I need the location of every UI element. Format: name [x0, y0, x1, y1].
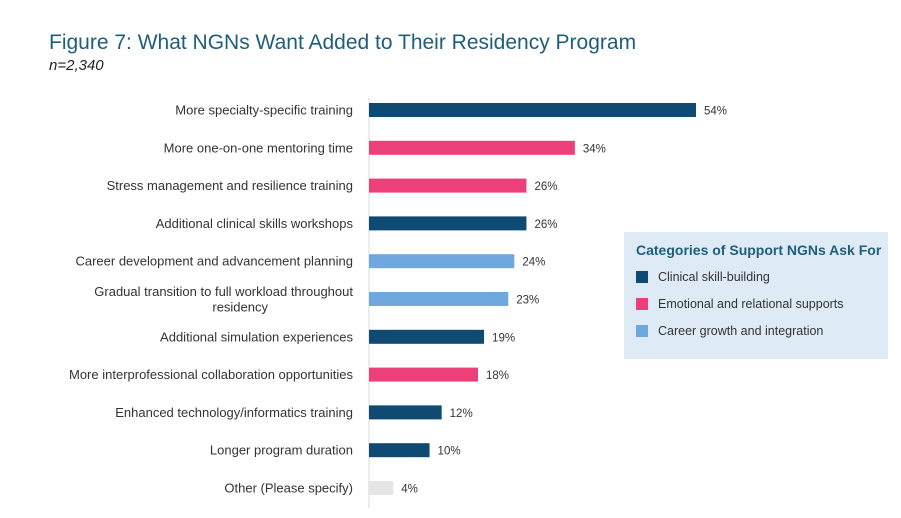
bar-value-label: 23%	[516, 295, 539, 307]
legend-label-career: Career growth and integration	[658, 323, 824, 338]
bar	[369, 103, 696, 117]
bar-value-label: 12%	[450, 408, 473, 420]
category-label: More specialty-specific training	[175, 103, 353, 118]
bar	[369, 292, 509, 306]
bar	[369, 254, 515, 269]
chart-title: Figure 7: What NGNs Want Added to Their …	[49, 31, 637, 54]
bar	[369, 216, 527, 231]
legend-label-emotional: Emotional and relational supports	[658, 296, 844, 311]
bar-value-label: 26%	[534, 181, 557, 193]
legend-item-emotional: Emotional and relational supports	[636, 296, 888, 311]
bar	[369, 329, 485, 344]
legend-label-clinical: Clinical skill-building	[658, 269, 770, 284]
bar	[369, 367, 478, 382]
bar-value-label: 18%	[486, 370, 509, 382]
category-label: Gradual transition to full workload thro…	[94, 284, 353, 315]
bar-value-label: 34%	[583, 143, 606, 155]
category-label: Additional simulation experiences	[160, 329, 353, 344]
legend-swatch-emotional	[636, 297, 648, 310]
legend-swatch-career	[636, 324, 648, 337]
bar-value-label: 19%	[492, 332, 515, 344]
chart-subtitle: n=2,340	[49, 57, 104, 74]
category-label: Additional clinical skills workshops	[156, 216, 354, 231]
bar-value-label: 4%	[401, 484, 418, 496]
legend-title: Categories of Support NGNs Ask For	[636, 242, 882, 258]
legend-item-career: Career growth and integration	[636, 323, 888, 338]
category-label: More one-on-one mentoring time	[164, 140, 353, 155]
bar	[369, 140, 575, 155]
bar	[369, 405, 442, 420]
category-label: More interprofessional collaboration opp…	[69, 367, 353, 382]
legend-swatch-clinical	[636, 270, 648, 283]
category-label: Enhanced technology/informatics training	[115, 405, 353, 420]
bar	[369, 481, 394, 495]
bar-value-label: 54%	[704, 106, 727, 118]
legend: Categories of Support NGNs Ask For Clini…	[624, 232, 888, 359]
category-label: Longer program duration	[210, 443, 353, 458]
bar-value-label: 24%	[522, 257, 545, 269]
bar-value-label: 26%	[534, 219, 557, 231]
category-label: Career development and advancement plann…	[75, 254, 353, 269]
category-label: Stress management and resilience trainin…	[107, 178, 353, 193]
bar	[369, 178, 527, 193]
category-label: Other (Please specify)	[224, 481, 353, 496]
bar-value-label: 10%	[438, 446, 461, 458]
legend-item-clinical: Clinical skill-building	[636, 269, 888, 284]
bar	[369, 443, 430, 458]
